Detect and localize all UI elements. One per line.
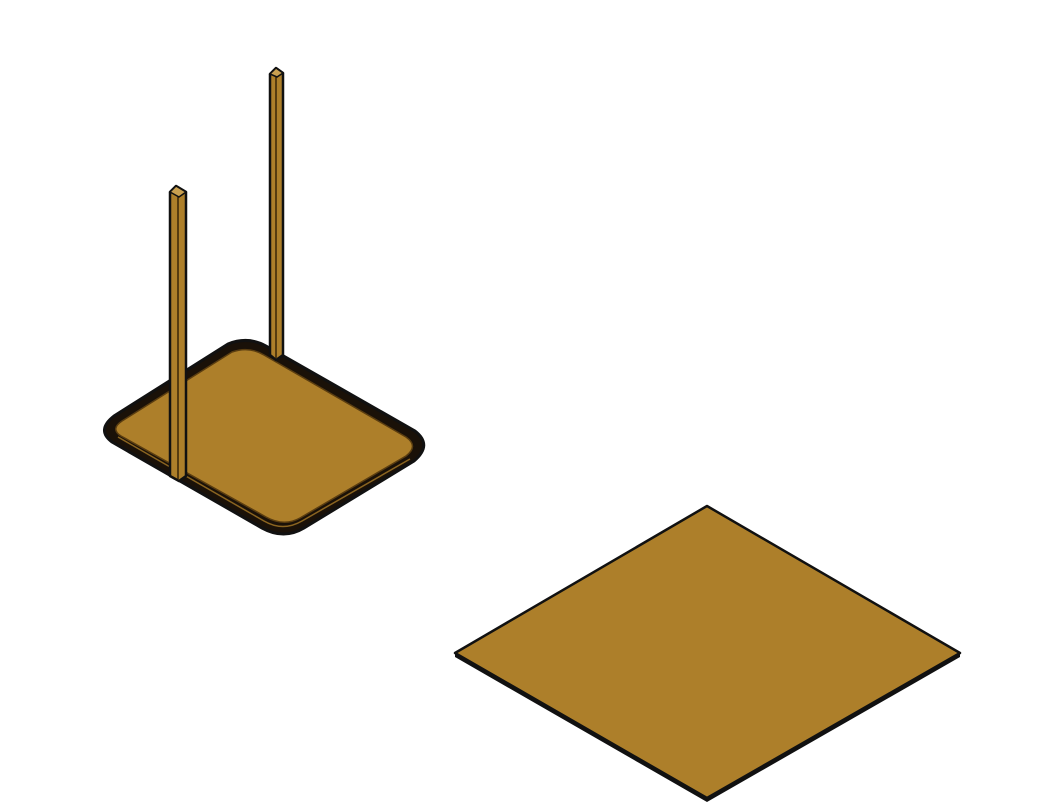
tall-post [268, 66, 285, 362]
square-plate [453, 504, 962, 802]
base-plate-rim-highlight [117, 436, 411, 528]
square-plate-top [453, 504, 962, 800]
short-post-cap [168, 185, 188, 198]
base-plate-top [115, 348, 414, 523]
base-with-two-posts [103, 66, 426, 536]
short-post [168, 184, 188, 483]
tall-post-cap [268, 67, 285, 78]
